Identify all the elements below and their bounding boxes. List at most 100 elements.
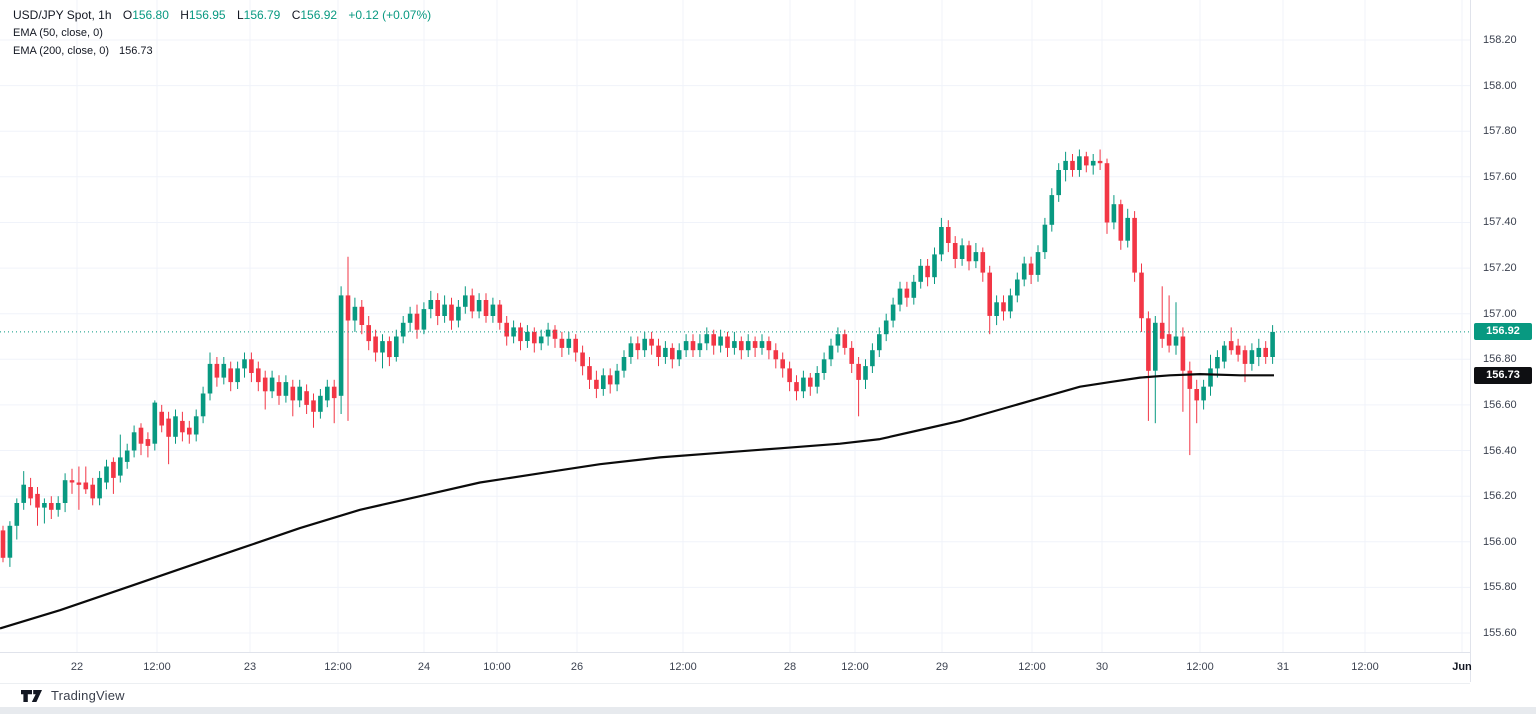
candle: [904, 281, 910, 307]
candle: [1228, 327, 1234, 355]
high-value: H156.95: [180, 8, 226, 22]
candle: [207, 352, 213, 401]
candle: [380, 334, 385, 369]
candle: [152, 400, 158, 451]
ema200-price-label: 156.73: [1474, 366, 1532, 384]
candle: [1187, 361, 1193, 456]
time-tick: 23: [243, 661, 257, 673]
open-value: O156.80: [122, 8, 169, 22]
candle: [359, 300, 365, 335]
candle: [1125, 208, 1130, 248]
candle: [842, 329, 848, 355]
candle: [808, 373, 813, 396]
candle: [1180, 327, 1186, 412]
candle: [725, 331, 730, 357]
price-tick: 156.60: [1483, 398, 1517, 411]
candle: [118, 434, 123, 483]
time-tick: 12:00: [1351, 661, 1379, 673]
candle: [1242, 345, 1248, 383]
candle: [1042, 217, 1048, 259]
candle: [338, 286, 344, 414]
candle: [1015, 272, 1020, 303]
symbol-title[interactable]: USD/JPY Spot, 1h: [13, 8, 112, 22]
candle: [180, 411, 185, 442]
low-value: L156.79: [236, 8, 281, 22]
price-tick: 157.60: [1483, 170, 1517, 183]
ema200-value: 156.73: [119, 45, 153, 57]
tradingview-logo-icon: [21, 689, 42, 702]
candle: [131, 425, 137, 458]
candle: [1008, 288, 1013, 319]
candle: [545, 322, 551, 346]
time-tick: 26: [570, 661, 584, 673]
tradingview-watermark[interactable]: TradingView: [20, 688, 125, 703]
price-tick: 156.40: [1483, 444, 1517, 457]
candle: [1166, 295, 1172, 353]
candle: [690, 334, 696, 357]
indicator-ema50[interactable]: EMA (50, close, 0): [13, 27, 103, 39]
candle: [249, 352, 254, 383]
time-axis[interactable]: 22 12:00 23 12:00 24 10:00 26 12:00 28 12:00 29 12:…: [0, 652, 1472, 684]
candle: [918, 259, 923, 289]
candle: [1084, 151, 1089, 173]
candle: [0, 525, 6, 563]
indicator-ema200[interactable]: EMA (200, close, 0) 156.73: [13, 45, 153, 57]
candle: [400, 316, 406, 344]
candle: [49, 496, 54, 519]
price-axis[interactable]: 158.20 158.00 157.80 157.60 157.40 157.20 157.…: [1470, 0, 1536, 682]
candle: [1159, 286, 1165, 348]
candle: [676, 343, 682, 367]
price-tick: 155.80: [1483, 581, 1517, 594]
candle: [428, 290, 434, 319]
candle: [1097, 149, 1103, 170]
change-value: +0.12 (+0.07%): [348, 8, 432, 22]
candle: [801, 370, 806, 399]
candle: [594, 370, 599, 399]
candle: [256, 361, 261, 392]
symbol-legend-row[interactable]: USD/JPY Spot, 1h O156.80 H156.95 L156.79…: [13, 6, 431, 24]
candle: [193, 409, 199, 442]
candle: [566, 331, 572, 355]
candle: [476, 293, 482, 319]
price-tick: 157.40: [1483, 216, 1517, 229]
time-tick: 12:00: [669, 661, 697, 673]
candle: [283, 375, 289, 403]
price-tick: 156.00: [1483, 535, 1517, 548]
current-price-label: 156.92: [1474, 323, 1532, 341]
candlestick-chart[interactable]: [0, 0, 1470, 652]
candle: [1263, 341, 1268, 364]
candle: [1118, 199, 1124, 250]
candle: [297, 379, 302, 408]
price-tick: 158.00: [1483, 79, 1517, 92]
candle: [269, 370, 275, 399]
candle: [1173, 302, 1179, 355]
candle: [814, 366, 820, 394]
candle: [442, 295, 447, 323]
candle: [90, 477, 95, 506]
candle: [1194, 379, 1199, 424]
candle: [42, 498, 47, 524]
time-tick: 12:00: [841, 661, 869, 673]
candle: [187, 420, 192, 444]
time-tick: 12:00: [143, 661, 171, 673]
candle: [504, 316, 509, 346]
candle: [463, 286, 468, 314]
candle: [580, 345, 585, 376]
candle: [532, 327, 537, 353]
candle: [228, 361, 233, 392]
candle: [656, 338, 661, 367]
candle: [939, 217, 944, 262]
price-pane[interactable]: [0, 0, 1470, 652]
time-tick: 29: [935, 661, 949, 673]
candle: [787, 361, 792, 392]
candle: [732, 331, 737, 355]
time-tick: 10:00: [483, 661, 511, 673]
candle: [897, 281, 903, 312]
candle: [1077, 149, 1082, 177]
candle: [21, 471, 26, 510]
candle: [242, 352, 247, 378]
candle: [621, 350, 627, 378]
candle: [1153, 316, 1158, 424]
candle: [711, 329, 716, 355]
bottom-strip: [0, 707, 1536, 714]
